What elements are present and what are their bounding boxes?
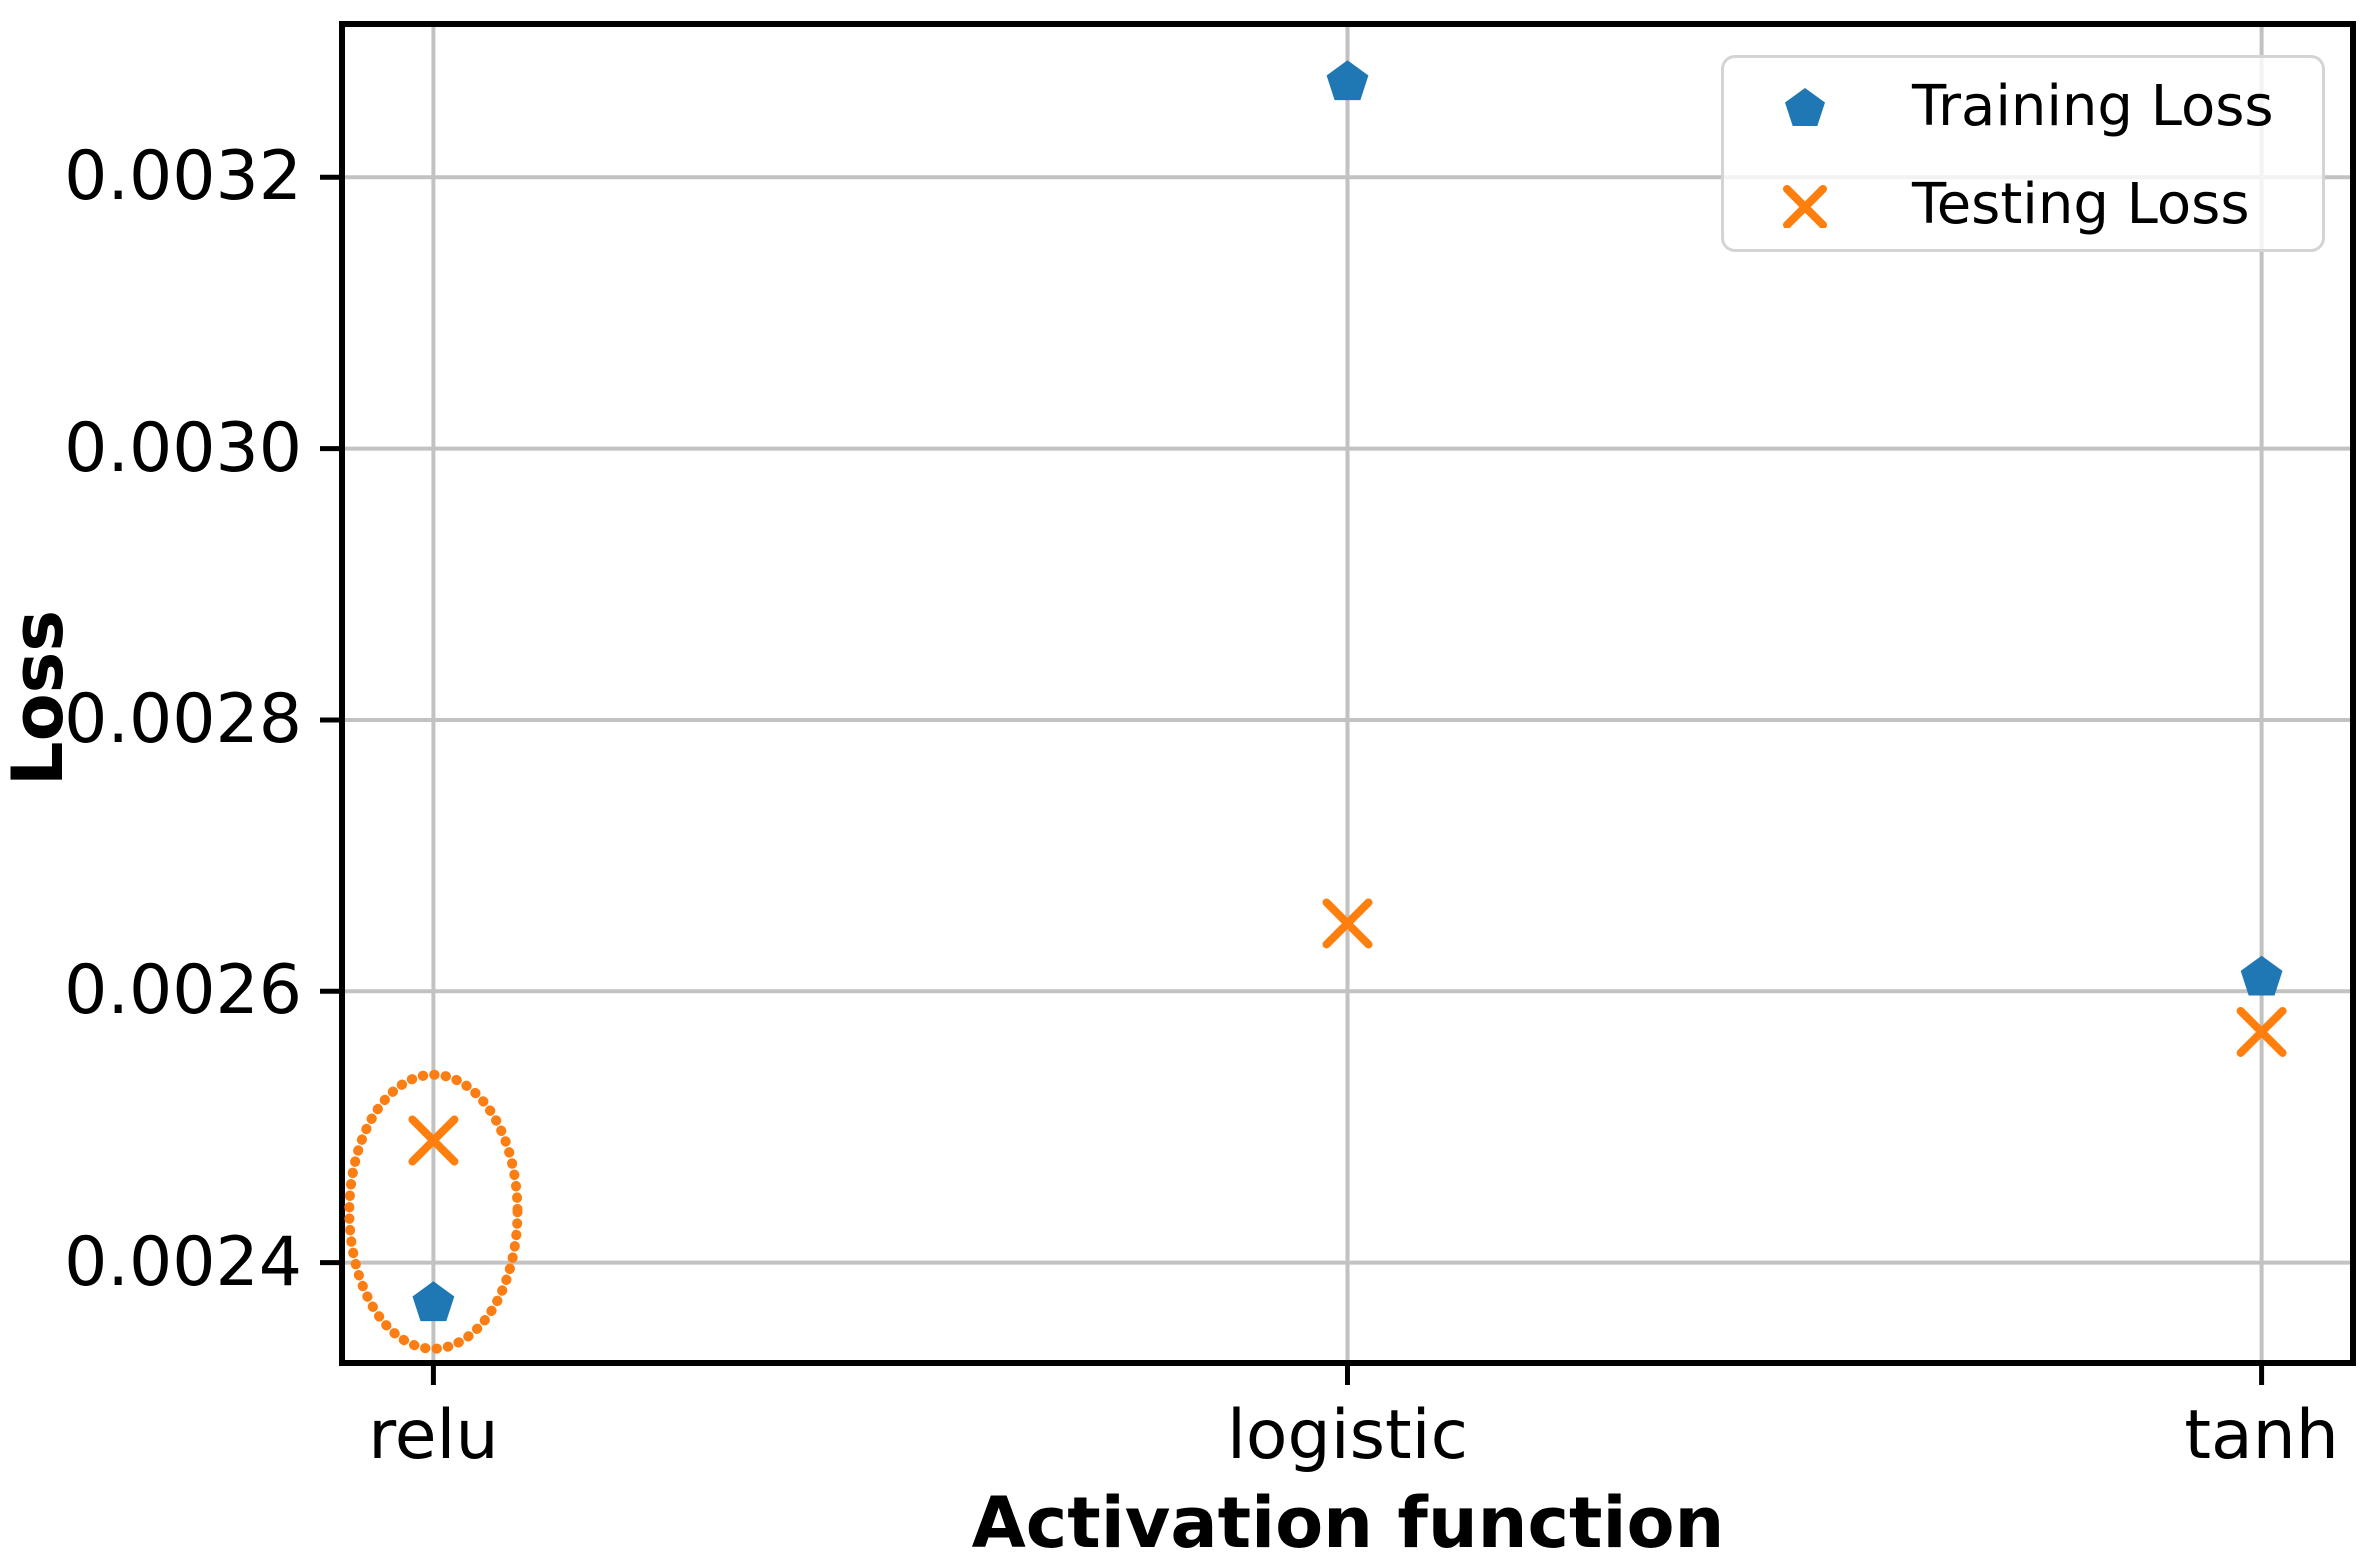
y-axis-label: Loss <box>0 609 79 787</box>
x-tick-label: relu <box>368 1396 499 1475</box>
y-tick-label: 0.0024 <box>64 1222 302 1302</box>
y-tick-label: 0.0030 <box>64 408 302 488</box>
y-tick-label: 0.0032 <box>64 137 302 217</box>
y-tick-label: 0.0028 <box>64 679 302 759</box>
legend: Training Loss Testing Loss <box>1721 55 2325 252</box>
pentagon-glyph <box>1785 88 1825 126</box>
training-loss-point <box>412 1281 455 1322</box>
legend-item-testing-loss: Testing Loss <box>1782 173 2322 237</box>
pentagon-marker-icon <box>1785 88 1825 126</box>
testing-loss-point <box>2236 1006 2287 1057</box>
x-marker-icon <box>1783 185 1827 228</box>
testing-loss-point <box>408 1115 459 1166</box>
x-tick-label: logistic <box>1227 1396 1468 1475</box>
testing-loss-point <box>1322 898 1373 949</box>
legend-item-training-loss: Training Loss <box>1782 75 2322 139</box>
training-loss-point <box>2240 955 2283 996</box>
highlight-ellipse-annotation <box>344 1069 523 1354</box>
legend-label-training-loss: Training Loss <box>1912 74 2274 139</box>
plot-border <box>339 21 2356 1366</box>
training-loss-point <box>1326 60 1369 101</box>
y-tick-label: 0.0026 <box>64 951 302 1031</box>
legend-label-testing-loss: Testing Loss <box>1912 172 2250 237</box>
x-glyph <box>1783 185 1827 228</box>
x-axis-label: Activation function <box>971 1482 1725 1564</box>
x-tick-label: tanh <box>2184 1396 2339 1475</box>
